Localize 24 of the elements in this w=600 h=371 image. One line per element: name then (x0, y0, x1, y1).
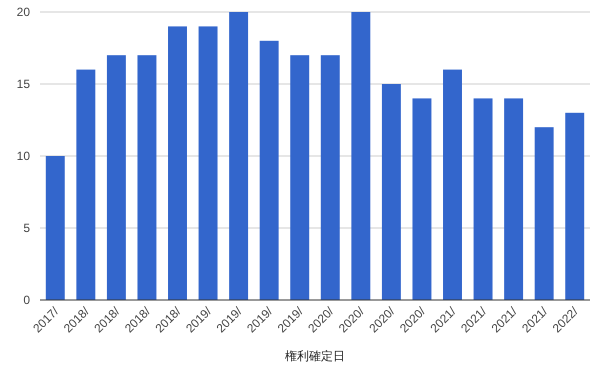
bar (260, 40, 279, 300)
bar (504, 98, 524, 300)
y-tick-label: 10 (16, 149, 30, 163)
bar (320, 55, 340, 300)
bar (46, 156, 65, 300)
bar (106, 55, 126, 300)
y-tick-label: 20 (16, 5, 30, 19)
bar (76, 70, 96, 300)
bar (534, 127, 554, 300)
y-tick-label: 5 (23, 221, 30, 235)
bar (412, 98, 432, 300)
bar (168, 26, 187, 300)
bar (443, 70, 462, 300)
bar (351, 12, 370, 300)
y-tick-label: 0 (23, 293, 30, 307)
x-axis-title: 権利確定日 (285, 349, 345, 363)
bar (474, 98, 493, 300)
bar (137, 55, 156, 300)
bar (565, 112, 584, 300)
bar (382, 84, 401, 300)
y-tick-label: 15 (16, 77, 30, 91)
bar (229, 12, 248, 300)
bar (198, 26, 218, 300)
bar (290, 55, 310, 300)
